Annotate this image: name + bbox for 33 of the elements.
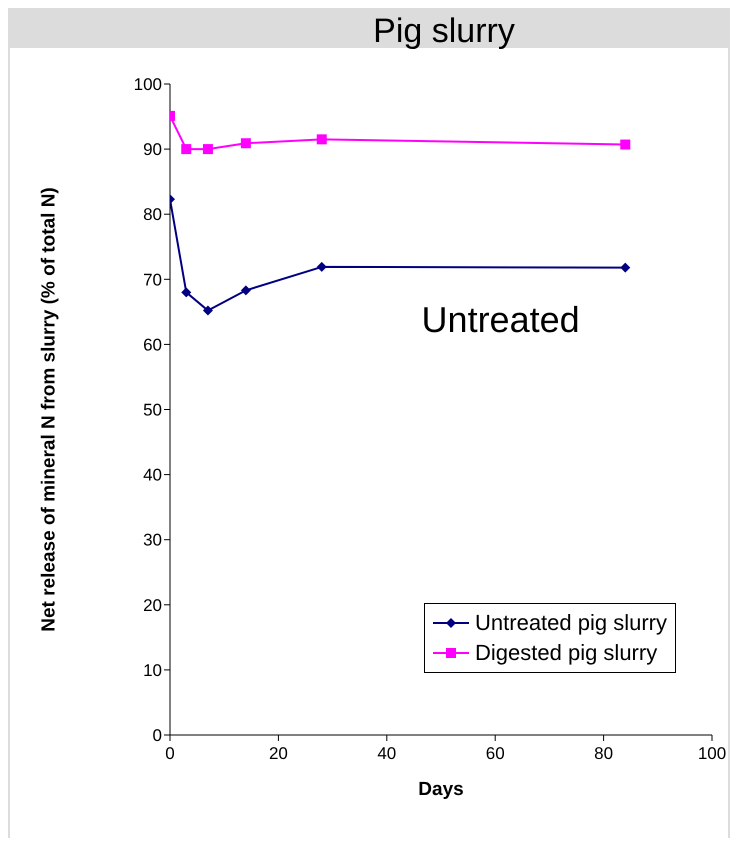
y-tick-label: 60 [143,335,162,354]
point [316,134,327,144]
point [620,262,630,273]
point [181,144,192,154]
legend-label: Digested pig slurry [475,639,658,667]
annotation: Untreated [420,298,581,341]
legend-label: Untreated pig slurry [475,609,667,637]
point [240,138,251,148]
y-tick-label: 0 [152,726,162,746]
point [181,287,192,298]
point [240,285,251,296]
x-tick-label: 60 [486,744,505,764]
y-tick-label: 10 [143,660,162,680]
x-axis-title: Days [418,779,464,800]
y-tick-label: 80 [143,205,162,224]
point [316,262,327,272]
y-tick-label: 20 [143,596,162,615]
y-tick-label: 90 [143,140,162,160]
x-tick-label: 0 [165,744,175,764]
x-tick-label: 40 [377,744,396,764]
x-tick-label: 20 [268,744,288,764]
y-axis-title: Net release of mineral N from slurry (% of total N) [38,187,60,632]
chart-title: Pig slurry [372,12,516,51]
y-tick-label: 30 [143,530,162,550]
point [202,144,213,154]
y-tick-label: 70 [143,270,162,290]
y-tick-label: 40 [143,466,162,485]
x-tick-label: 80 [594,744,614,764]
y-tick-label: 100 [134,75,162,94]
x-tick-label: 100 [698,744,726,764]
point [620,140,630,150]
point [202,306,213,316]
y-tick-label: 50 [143,400,162,420]
